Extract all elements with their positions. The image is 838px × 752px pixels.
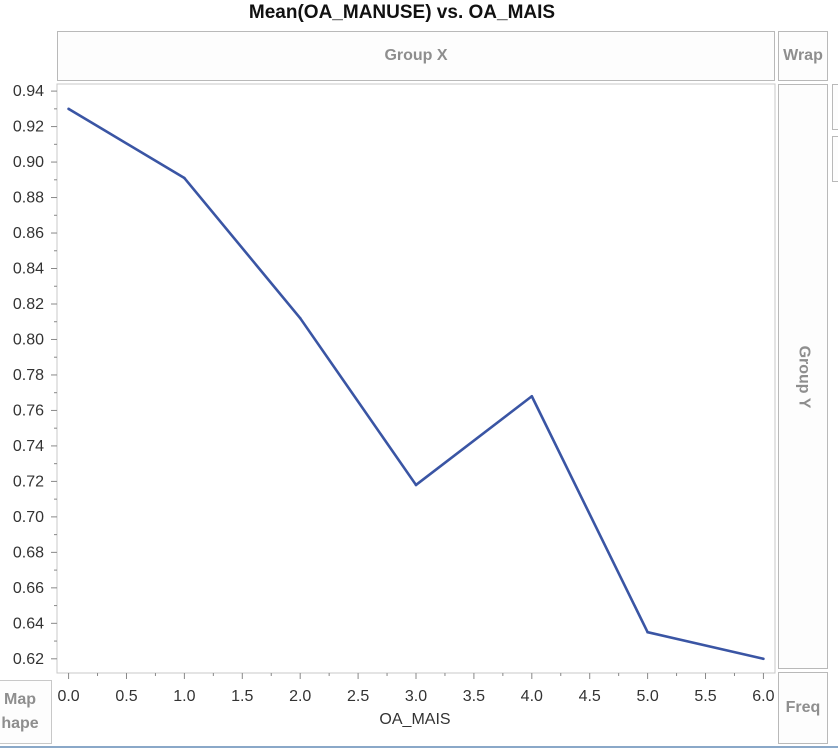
x-axis: 0.0 0.5 1.0 1.5 2.0 2.5 3.0 3.5 4.0 4.5 5.0 5.5 6.0 xyxy=(57,673,775,705)
data-point xyxy=(646,630,649,634)
y-tick-label: 0.66 xyxy=(13,580,44,597)
data-point xyxy=(414,483,418,487)
y-tick-label: 0.92 xyxy=(13,119,44,136)
x-tick-label: 1.0 xyxy=(173,688,195,705)
series-layer xyxy=(67,107,765,661)
wrap-drop-zone[interactable]: Wrap xyxy=(778,31,828,81)
data-point xyxy=(762,657,765,661)
y-tick-label: 0.88 xyxy=(13,190,44,207)
y-tick-label: 0.90 xyxy=(13,154,44,171)
x-tick-label: 5.5 xyxy=(694,688,716,705)
chart-title: Mean(OA_MANUSE) vs. OA_MAIS xyxy=(248,2,556,23)
freq-label: Freq xyxy=(785,699,821,716)
y-tick-label: 0.76 xyxy=(13,402,44,419)
y-tick-label: 0.68 xyxy=(13,544,44,561)
y-tick-label: 0.80 xyxy=(13,331,44,348)
x-tick-label: 6.0 xyxy=(752,688,774,705)
x-tick-label: 0.0 xyxy=(57,688,79,705)
y-tick-label: 0.94 xyxy=(13,83,44,100)
map-shape-drop-zone[interactable]: Map hape xyxy=(0,680,52,744)
group-x-label: Group X xyxy=(384,47,448,64)
x-tick-label: 2.0 xyxy=(289,688,311,705)
y-tick-label: 0.86 xyxy=(13,225,44,242)
x-tick-label: 4.0 xyxy=(521,688,543,705)
x-tick-label: 3.0 xyxy=(405,688,427,705)
x-tick-label: 5.0 xyxy=(636,688,658,705)
plot-frame xyxy=(56,83,776,674)
x-tick-label: 2.5 xyxy=(347,688,369,705)
y-tick-label: 0.78 xyxy=(13,367,44,384)
y-tick-label: 0.84 xyxy=(13,261,44,278)
y-tick-label: 0.64 xyxy=(13,615,44,632)
x-tick-label: 3.5 xyxy=(463,688,485,705)
y-tick-label: 0.70 xyxy=(13,509,44,526)
y-tick-label: 0.82 xyxy=(13,296,44,313)
x-tick-label: 0.5 xyxy=(115,688,137,705)
bottom-divider xyxy=(0,746,838,748)
freq-drop-zone[interactable]: Freq xyxy=(778,672,828,744)
group-x-drop-zone[interactable]: Group X xyxy=(57,31,775,81)
map-shape-label-line1: Map xyxy=(4,691,36,708)
edge-drop-zone-upper[interactable] xyxy=(832,84,838,130)
y-tick-label: 0.74 xyxy=(13,438,44,455)
wrap-label: Wrap xyxy=(783,47,823,64)
data-point xyxy=(183,176,186,180)
data-point xyxy=(298,316,302,320)
y-axis: 0.62 0.64 0.66 0.68 0.70 0.72 0.74 0.76 0.78 0.80… xyxy=(13,83,57,668)
map-shape-label-line2: hape xyxy=(1,715,39,732)
group-y-drop-zone[interactable]: Group Y xyxy=(778,84,828,669)
y-tick-label: 0.62 xyxy=(13,651,44,668)
y-tick-label: 0.72 xyxy=(13,473,44,490)
x-axis-title: OA_MAIS xyxy=(379,711,450,728)
x-tick-label: 4.5 xyxy=(579,688,601,705)
edge-drop-zone-lower[interactable] xyxy=(832,136,838,182)
x-tick-label: 1.5 xyxy=(231,688,253,705)
data-point xyxy=(530,394,534,398)
data-point xyxy=(67,107,70,111)
